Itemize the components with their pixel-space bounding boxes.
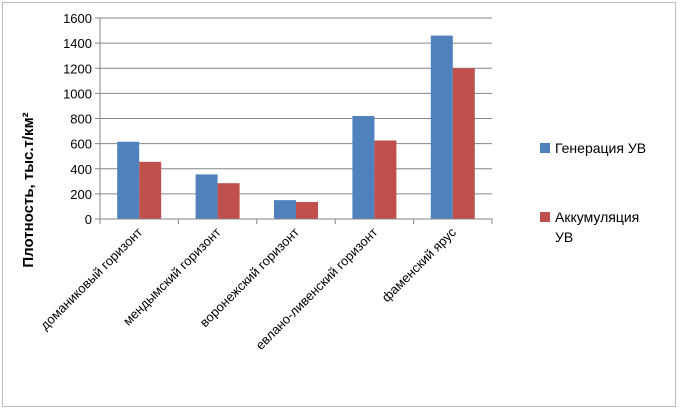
- bar-accumulation: [139, 161, 162, 219]
- bar-generation: [430, 35, 453, 220]
- bar-accumulation: [452, 68, 475, 219]
- y-tick-label: 800: [70, 112, 92, 127]
- y-tick-label: 400: [70, 162, 92, 177]
- legend: Генерация УВ Аккумуляция УВ: [540, 140, 646, 245]
- y-tick-label: 1000: [63, 86, 92, 101]
- bars: [117, 35, 475, 220]
- bar-accumulation: [217, 183, 240, 219]
- legend-swatch-generation: [540, 143, 550, 153]
- bar-accumulation: [296, 202, 318, 219]
- bar-accumulation: [374, 140, 397, 219]
- bar-generation: [352, 115, 375, 219]
- legend-label-accumulation: Аккумуляция УВ: [555, 209, 639, 245]
- y-tick-label: 1200: [63, 61, 92, 76]
- gridlines: [100, 17, 492, 195]
- y-tick-labels: 0 200 400 600 800 1000 1200 1400 1600: [63, 11, 100, 227]
- y-tick-label: 1600: [63, 11, 92, 26]
- y-tick-label: 0: [85, 212, 92, 227]
- y-tick-label: 1400: [63, 36, 92, 51]
- y-axis-label: Плотность, тыс.т/км²: [20, 112, 37, 267]
- x-tick-label: фаменский ярус: [379, 224, 460, 305]
- bar-generation: [274, 200, 296, 219]
- chart-border: [2, 2, 676, 407]
- legend-label-generation: Генерация УВ: [555, 140, 646, 156]
- legend-swatch-accumulation: [540, 212, 550, 222]
- y-tick-label: 200: [70, 187, 92, 202]
- bar-generation: [117, 141, 140, 219]
- y-tick-label: 600: [70, 137, 92, 152]
- bar-generation: [195, 174, 218, 219]
